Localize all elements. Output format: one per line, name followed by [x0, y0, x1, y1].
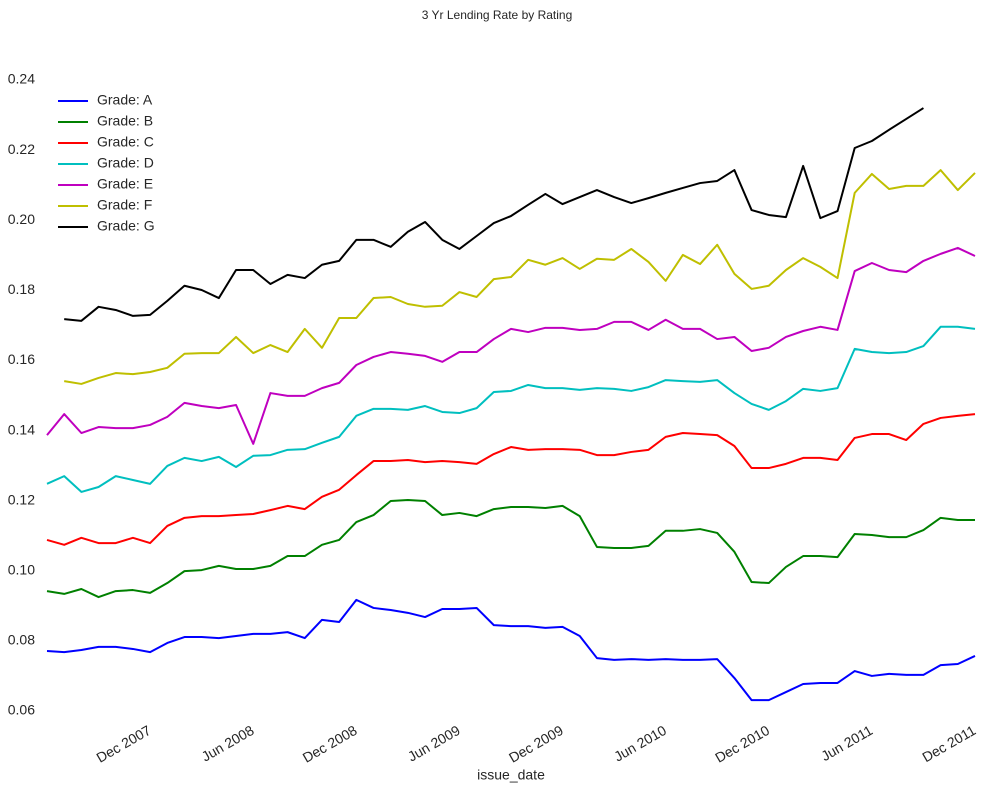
legend-label: Grade: C [97, 134, 154, 150]
legend-label: Grade: B [97, 113, 153, 129]
y-tick-label: 0.22 [8, 141, 35, 157]
chart-title: 3 Yr Lending Rate by Rating [422, 8, 573, 22]
series-line [46, 498, 975, 599]
y-tick-label: 0.06 [8, 702, 35, 718]
legend-label: Grade: F [97, 197, 152, 213]
series-line [46, 598, 976, 702]
legend-label: Grade: G [97, 218, 155, 234]
y-tick-label: 0.18 [8, 281, 35, 297]
series-line [46, 246, 976, 445]
series-line [64, 107, 924, 322]
y-tick-label: 0.20 [8, 211, 35, 227]
series-line [46, 325, 976, 493]
y-tick-label: 0.10 [8, 561, 35, 577]
series-line [64, 169, 976, 385]
x-axis-label: issue_date [477, 767, 545, 783]
y-tick-label: 0.24 [8, 71, 35, 87]
legend-label: Grade: D [97, 155, 154, 171]
y-tick-label: 0.16 [8, 351, 35, 367]
series-line [46, 413, 976, 546]
y-tick-label: 0.14 [8, 421, 35, 437]
legend-label: Grade: A [97, 92, 153, 108]
y-tick-label: 0.12 [8, 491, 35, 507]
legend-label: Grade: E [97, 176, 153, 192]
y-tick-label: 0.08 [8, 632, 35, 648]
